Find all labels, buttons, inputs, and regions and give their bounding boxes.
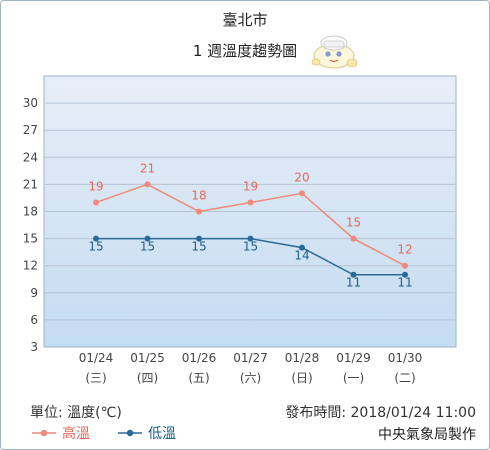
- x-tick-label: 01/27: [233, 351, 268, 365]
- legend: 高溫 低溫: [30, 423, 202, 443]
- legend-high: 高溫: [30, 423, 90, 443]
- y-tick-label: 21: [23, 177, 38, 191]
- data-label-high: 20: [294, 170, 309, 184]
- data-label-high: 21: [140, 161, 155, 175]
- data-label-high: 15: [346, 216, 361, 230]
- data-label-low: 14: [294, 249, 309, 263]
- x-tick-label: 01/25: [130, 351, 165, 365]
- x-tick-label: 01/29: [336, 351, 371, 365]
- data-label-high: 19: [88, 179, 103, 193]
- legend-high-marker: [32, 429, 56, 437]
- data-label-low: 11: [397, 276, 412, 290]
- x-weekday-label: (四): [137, 371, 158, 385]
- data-label-high: 19: [243, 179, 258, 193]
- data-point-low: [350, 271, 357, 278]
- mascot-icon: [311, 35, 358, 69]
- issued-time: 發布時間: 2018/01/24 11:00: [285, 405, 476, 421]
- data-point-high: [196, 208, 202, 215]
- x-weekday-label: (二): [394, 371, 415, 385]
- data-label-low: 15: [243, 240, 258, 254]
- data-point-low: [196, 235, 202, 242]
- data-point-high: [93, 199, 99, 206]
- x-tick-label: 01/28: [285, 351, 320, 365]
- x-tick-label: 01/26: [182, 351, 217, 365]
- x-weekday-label: (五): [188, 371, 209, 385]
- x-tick-label: 01/30: [388, 351, 423, 365]
- y-tick-label: 6: [30, 313, 38, 327]
- data-point-low: [144, 235, 151, 242]
- y-tick-label: 9: [30, 286, 38, 300]
- y-tick-label: 18: [23, 205, 38, 219]
- chart-title: 臺北市: [222, 11, 268, 29]
- x-weekday-label: (三): [85, 371, 106, 385]
- temperature-chart: 3 6 9 12 15 18 21 24 27 30 01/24 (三) 01/25 (四) 01/26 (…: [23, 75, 457, 385]
- data-point-high: [350, 235, 357, 242]
- data-label-high: 18: [191, 189, 206, 203]
- x-weekday-label: (一): [343, 371, 364, 385]
- data-point-high: [299, 190, 305, 197]
- data-label-low: 15: [191, 240, 206, 254]
- data-point-low: [402, 271, 408, 278]
- x-weekday-label: (日): [291, 371, 312, 385]
- data-point-high: [402, 262, 408, 269]
- chart-subtitle: 1 週溫度趨勢圖: [192, 42, 298, 60]
- data-label-low: 15: [140, 240, 155, 254]
- x-weekday-label: (六): [240, 371, 261, 385]
- y-tick-label: 24: [23, 150, 38, 164]
- legend-low-label: 低溫: [148, 426, 176, 442]
- data-label-low: 15: [88, 240, 103, 254]
- y-tick-label: 27: [23, 123, 38, 137]
- data-point-high: [144, 181, 151, 188]
- data-point-low: [93, 235, 99, 242]
- legend-high-label: 高溫: [62, 426, 90, 442]
- data-point-low: [247, 235, 254, 242]
- legend-low-marker: [118, 429, 142, 437]
- credit-text: 中央氣象局製作: [378, 427, 476, 443]
- y-tick-label: 3: [30, 340, 38, 354]
- y-tick-label: 15: [23, 232, 38, 246]
- x-tick-label: 01/24: [79, 351, 114, 365]
- y-tick-label: 30: [23, 96, 38, 110]
- unit-label: 單位: 溫度(℃): [30, 405, 122, 421]
- data-point-high: [247, 199, 254, 206]
- y-tick-label: 12: [23, 259, 38, 273]
- data-point-low: [299, 244, 305, 251]
- data-label-high: 12: [397, 243, 412, 257]
- data-label-low: 11: [346, 276, 361, 290]
- legend-low: 低溫: [116, 423, 176, 443]
